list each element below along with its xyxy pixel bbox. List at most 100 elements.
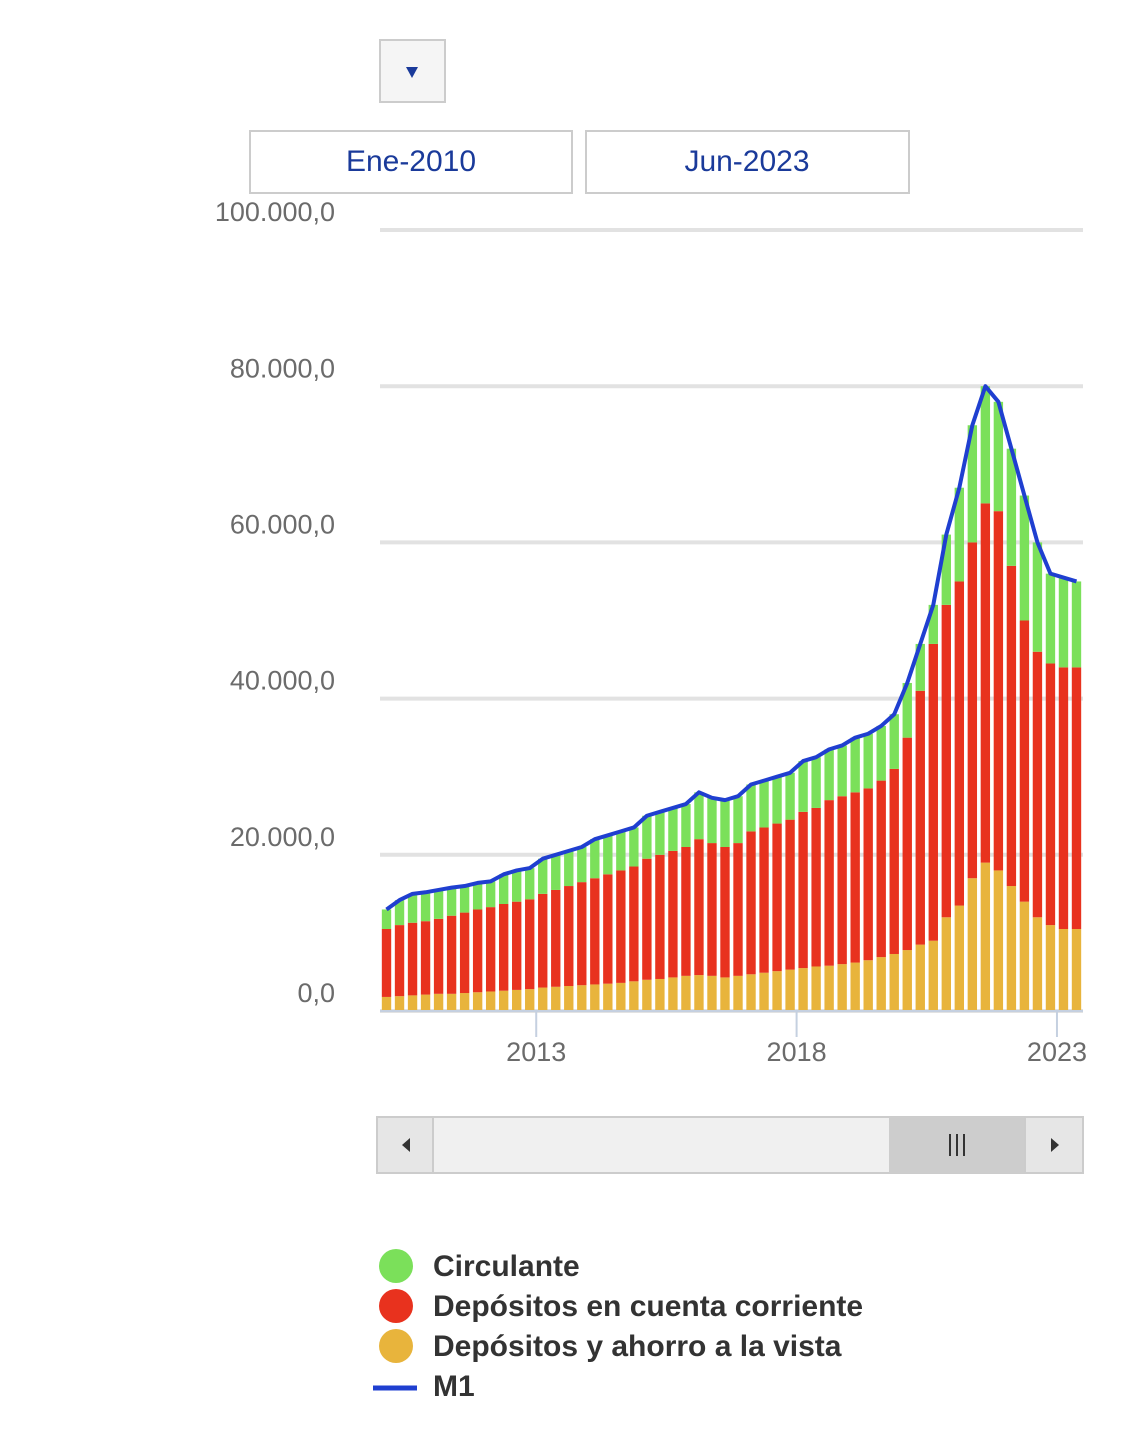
bar-segment <box>629 981 639 1011</box>
legend-label: Depósitos y ahorro a la vista <box>433 1330 842 1363</box>
bar-segment <box>759 780 769 828</box>
bar-segment <box>655 978 665 1011</box>
y-tick-label: 0,0 <box>297 978 335 1008</box>
bar-segment <box>772 776 782 824</box>
from-box[interactable] <box>249 130 573 194</box>
bar-segment <box>446 887 457 916</box>
bar-segment <box>472 882 483 910</box>
to-date[interactable]: Jun-2023 <box>684 145 809 178</box>
bar-segment <box>1006 886 1017 1011</box>
bar-segment <box>1058 577 1069 668</box>
bar-segment <box>512 901 522 990</box>
legend-label: Depósitos en cuenta corriente <box>433 1290 863 1323</box>
bar-segment <box>1045 663 1056 926</box>
bar-segment <box>1006 448 1017 566</box>
bar-segment <box>980 386 991 504</box>
bar-segment <box>954 487 965 582</box>
bar-segment <box>967 542 978 879</box>
legend-swatch <box>379 1249 413 1283</box>
bar-segment <box>759 827 769 973</box>
bar-segment <box>798 761 808 812</box>
bar-segment <box>876 780 886 958</box>
bar-segment <box>616 831 626 871</box>
bar-segment <box>824 965 834 1011</box>
bar-segment <box>915 944 925 1011</box>
legend-swatch <box>379 1329 413 1363</box>
bar-segment <box>616 982 626 1011</box>
bar-segment <box>811 966 821 1011</box>
bar-segment <box>967 425 978 543</box>
bar-segment <box>720 800 730 847</box>
bar-segment <box>707 975 717 1011</box>
bar-segment <box>498 904 509 991</box>
bar-segment <box>642 979 652 1011</box>
bar-segment <box>446 993 457 1011</box>
legend-label: M1 <box>433 1370 475 1403</box>
bar-segment <box>889 768 899 954</box>
bar-segment <box>733 796 743 844</box>
bar-segment <box>681 975 691 1011</box>
bar-segment <box>590 839 600 879</box>
bar-segment <box>472 909 483 993</box>
bar-segment <box>642 815 652 859</box>
bar-segment <box>746 831 756 975</box>
bar-segment <box>915 690 925 945</box>
bar-segment <box>707 797 717 844</box>
bar-segment <box>876 957 886 1011</box>
bar-segment <box>954 581 965 906</box>
bar-segment <box>577 882 587 986</box>
bar-segment <box>681 804 691 847</box>
bar-segment <box>902 737 912 951</box>
bar-segment <box>1071 667 1082 929</box>
bar-segment <box>394 925 405 997</box>
bar-segment <box>381 996 392 1011</box>
bar-segment <box>1058 667 1069 929</box>
bar-segment <box>824 800 834 966</box>
bar-segment <box>1045 573 1056 664</box>
bar-segment <box>980 862 991 1011</box>
bar-segment <box>993 401 1004 512</box>
bar-segment <box>785 772 795 820</box>
bar-segment <box>655 854 665 979</box>
bar-segment <box>603 874 613 984</box>
bar-segment <box>980 503 991 863</box>
y-tick-label: 80.000,0 <box>230 353 335 383</box>
bar-segment <box>889 953 899 1011</box>
bar-segment <box>993 870 1004 1011</box>
scrollbar <box>376 1116 1084 1174</box>
bar-segment <box>433 993 444 1011</box>
bar-segment <box>863 788 873 961</box>
bar-segment <box>394 996 405 1011</box>
bar-segment <box>850 962 860 1011</box>
bar-segment <box>681 846 691 976</box>
bar-segment <box>1032 917 1043 1011</box>
bar-segment <box>603 835 613 875</box>
bar-segment <box>577 846 587 883</box>
bar-segment <box>420 921 431 995</box>
bar-segment <box>668 807 678 851</box>
bar-segment <box>1058 928 1069 1011</box>
bar-segment <box>733 843 743 976</box>
bar-segment <box>759 972 769 1011</box>
bar-segment <box>538 987 548 1011</box>
bar-segment <box>381 928 392 997</box>
from-date[interactable]: Ene-2010 <box>346 145 476 178</box>
bar-segment <box>420 892 431 922</box>
bar-segment <box>772 823 782 972</box>
bar-segment <box>407 893 418 923</box>
bar-segment <box>512 870 522 902</box>
bar-segment <box>564 850 574 887</box>
bar-segment <box>863 733 873 789</box>
bar-segment <box>525 989 535 1011</box>
bar-segment <box>954 905 965 1011</box>
to-box[interactable] <box>585 130 910 194</box>
bar-segment <box>1006 565 1017 887</box>
bar-segment <box>498 990 509 1011</box>
dropdown[interactable] <box>379 39 446 103</box>
bar-segment <box>485 991 496 1011</box>
bar-segment <box>694 792 704 840</box>
bar-segment <box>407 922 418 996</box>
y-tick-label: 20.000,0 <box>230 822 335 852</box>
dropdown-arrow <box>406 67 418 78</box>
bar-segment <box>629 827 639 867</box>
